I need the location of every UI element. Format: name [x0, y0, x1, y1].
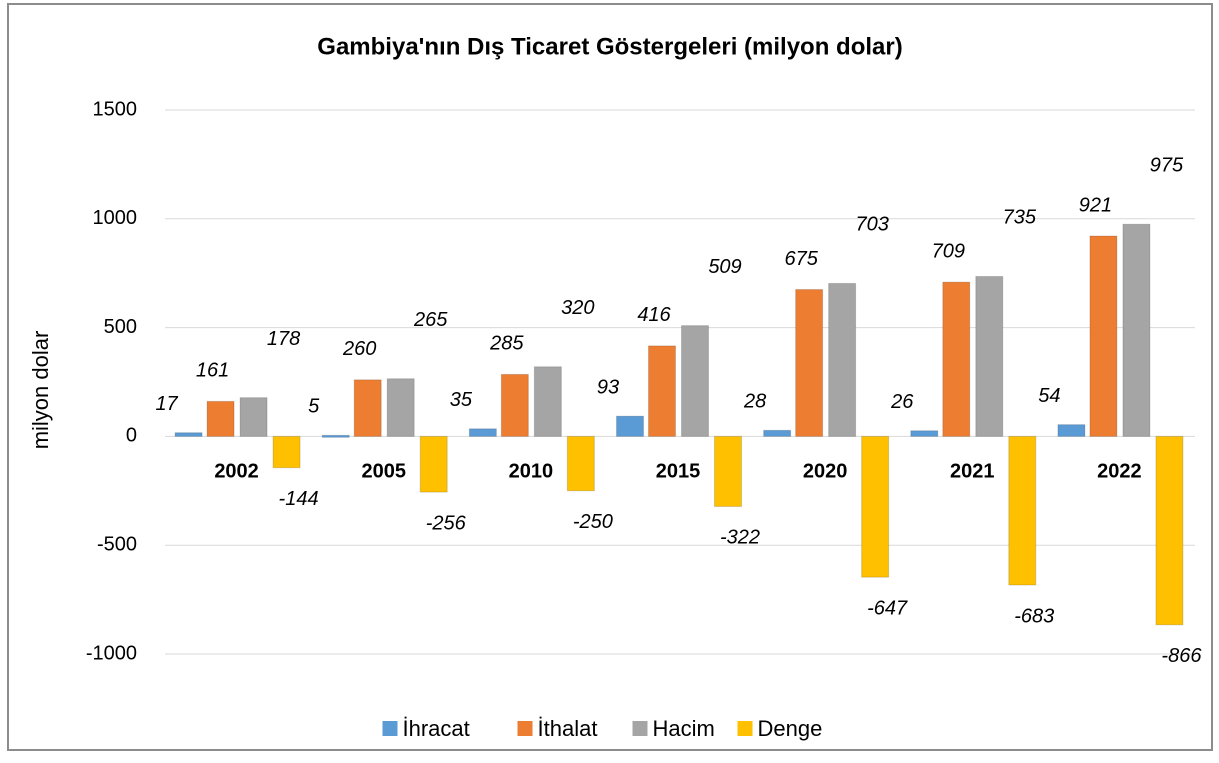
bar — [353, 379, 382, 437]
data-label: -866 — [1161, 645, 1202, 667]
bar — [1057, 424, 1086, 437]
bar — [386, 378, 415, 437]
data-label: 93 — [597, 376, 619, 398]
data-label: 5 — [308, 396, 320, 418]
bar — [681, 325, 709, 437]
bar — [239, 397, 268, 437]
bar — [566, 435, 595, 492]
data-label: -144 — [279, 488, 319, 510]
data-label: 735 — [1003, 207, 1037, 229]
bar — [942, 281, 971, 437]
legend-swatch — [737, 721, 753, 736]
x-tick-label: 2021 — [950, 460, 995, 482]
bar — [500, 373, 529, 437]
y-tick-label: 1500 — [93, 98, 138, 120]
bar — [321, 434, 350, 438]
y-tick-label: 1000 — [93, 207, 138, 229]
legend-label: İthalat — [538, 716, 598, 741]
data-label: 28 — [743, 391, 766, 413]
bar — [272, 435, 301, 469]
y-tick-label: -1000 — [86, 642, 137, 664]
y-tick-label: -500 — [97, 533, 137, 555]
legend-label: İhracat — [403, 716, 470, 741]
legend-swatch — [632, 721, 648, 736]
data-label: 54 — [1038, 385, 1060, 407]
data-label: 17 — [155, 393, 178, 415]
bar — [975, 275, 1004, 437]
data-label: 285 — [489, 333, 524, 355]
data-label: 709 — [932, 240, 965, 262]
chart-frame — [7, 3, 1213, 751]
chart-title: Gambiya'nın Dış Ticaret Göstergeleri (mi… — [317, 33, 902, 60]
x-tick-label: 2002 — [214, 460, 259, 482]
bar — [714, 435, 742, 507]
data-label: 161 — [196, 360, 229, 382]
bar — [1089, 235, 1118, 437]
x-tick-label: 2015 — [656, 460, 701, 482]
x-tick-label: 2020 — [803, 460, 848, 482]
bar — [910, 430, 939, 437]
bar — [174, 432, 203, 437]
data-label: -250 — [573, 511, 613, 533]
data-label: 26 — [890, 391, 914, 413]
y-axis-label: milyon dolar — [28, 331, 53, 450]
bar — [763, 429, 792, 437]
data-label: 703 — [855, 214, 888, 236]
data-label: -322 — [720, 527, 760, 549]
data-label: 178 — [267, 328, 300, 350]
data-label: -256 — [426, 512, 467, 534]
x-tick-label: 2022 — [1097, 460, 1142, 482]
data-label: 265 — [413, 309, 448, 331]
legend-swatch — [382, 721, 398, 736]
y-tick-label: 0 — [126, 425, 137, 447]
data-label: -647 — [867, 597, 908, 619]
bar — [1008, 435, 1037, 586]
data-label: 975 — [1150, 155, 1184, 177]
bar — [795, 289, 824, 437]
bar — [861, 435, 890, 578]
data-label: 921 — [1079, 194, 1112, 216]
data-label: 675 — [784, 248, 818, 270]
data-label: 320 — [561, 297, 594, 319]
data-label: 509 — [708, 256, 741, 278]
legend-swatch — [517, 721, 533, 736]
bar — [1122, 223, 1151, 437]
data-label: 260 — [342, 338, 376, 360]
bar — [616, 415, 644, 437]
data-label: 416 — [637, 304, 671, 326]
bar — [1155, 435, 1184, 626]
data-label: -683 — [1014, 605, 1054, 627]
bar — [419, 435, 448, 493]
legend-label: Denge — [758, 716, 823, 741]
data-label: 35 — [450, 389, 473, 411]
bar — [468, 428, 497, 437]
x-tick-label: 2010 — [509, 460, 554, 482]
y-tick-label: 500 — [104, 316, 137, 338]
bar — [828, 282, 857, 437]
bar — [533, 366, 562, 437]
x-tick-label: 2005 — [361, 460, 406, 482]
bar — [648, 345, 676, 437]
bar — [206, 400, 235, 437]
legend-label: Hacim — [653, 716, 715, 741]
